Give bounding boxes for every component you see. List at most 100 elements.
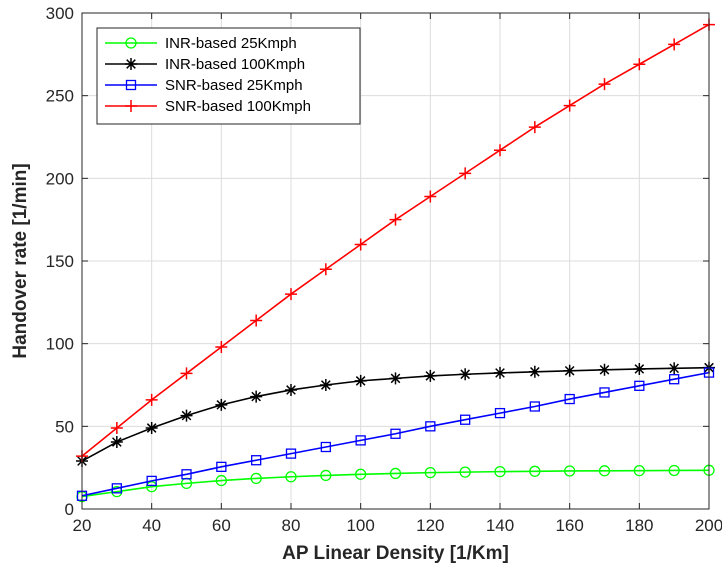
data-point-circle [320, 469, 332, 482]
data-point-asterisk [494, 366, 506, 379]
x-tick-label: 200 [695, 516, 722, 535]
data-point-asterisk [250, 390, 263, 403]
data-point-asterisk [668, 362, 681, 375]
data-point-plus [494, 144, 506, 157]
x-tick-label: 100 [346, 516, 374, 535]
data-point-plus [459, 167, 472, 180]
data-point-plus [319, 263, 332, 276]
data-point-square [564, 393, 575, 405]
data-point-square [529, 401, 540, 412]
data-point-square [285, 448, 297, 459]
data-point-circle [633, 464, 645, 477]
data-point-square [599, 387, 610, 398]
x-tick-label: 80 [282, 516, 301, 535]
data-point-square [669, 374, 680, 385]
data-point-asterisk [285, 383, 297, 396]
data-point-asterisk [110, 436, 123, 449]
data-point-square [216, 461, 227, 472]
x-tick-label: 120 [416, 516, 444, 535]
data-point-square [320, 441, 331, 453]
data-point-square [425, 421, 436, 432]
y-tick-label: 100 [46, 335, 74, 354]
legend-label: INR-based 25Kmph [165, 35, 297, 52]
data-point-circle [494, 465, 506, 478]
legend-box [96, 27, 361, 125]
data-point-asterisk [145, 421, 158, 434]
legend-item: INR-based 25Kmph [105, 35, 297, 52]
y-axis-title: Handover rate [1/min] [10, 163, 31, 358]
data-point-circle [668, 464, 680, 477]
data-point-circle [598, 465, 611, 477]
data-point-plus [250, 314, 263, 327]
y-tick-label: 150 [46, 252, 74, 271]
data-point-circle [424, 466, 436, 479]
data-point-plus [354, 238, 367, 251]
legend-item: INR-based 100Kmph [105, 56, 305, 73]
data-point-asterisk [389, 372, 402, 385]
x-tick-label: 140 [486, 516, 514, 535]
y-tick-label: 50 [55, 417, 74, 436]
data-point-plus [598, 78, 611, 91]
data-point-asterisk [354, 374, 367, 387]
y-tick-label: 250 [46, 87, 74, 106]
legend-item: SNR-based 25Kmph [105, 77, 303, 94]
data-point-circle [564, 465, 576, 477]
data-point-square [494, 407, 506, 419]
data-point-square [181, 469, 192, 480]
data-point-asterisk [180, 409, 193, 422]
data-point-circle [215, 474, 227, 487]
data-point-plus [668, 38, 681, 51]
data-point-asterisk [424, 369, 437, 382]
legend-label: SNR-based 25Kmph [165, 77, 303, 94]
x-tick-label: 60 [212, 516, 231, 535]
data-point-plus [563, 99, 576, 112]
axis-ticks: 20 40 60 80 100 120 140 160 180 200 0 50 100 150 200 25… [46, 4, 722, 535]
series-line [81, 371, 710, 497]
data-point-square [111, 483, 122, 494]
data-point-circle [355, 468, 367, 480]
data-point-asterisk [125, 58, 137, 70]
series-layer [76, 18, 715, 503]
legend: INR-based 25Kmph INR-based 100Kmph SNR-bas… [96, 27, 361, 125]
series-line [81, 469, 710, 498]
data-point-circle [459, 466, 471, 478]
data-point-square [251, 455, 262, 466]
data-point-plus [180, 367, 193, 380]
data-point-asterisk [319, 379, 332, 391]
data-point-circle [125, 37, 137, 49]
data-point-plus [110, 421, 123, 434]
data-point-circle [250, 472, 262, 485]
data-point-plus [633, 58, 646, 71]
data-point-asterisk [563, 364, 576, 377]
legend-label: INR-based 100Kmph [165, 56, 305, 73]
data-point-square [634, 380, 645, 391]
data-point-plus [285, 288, 297, 301]
x-tick-label: 180 [625, 516, 653, 535]
data-point-asterisk [459, 368, 472, 381]
data-point-square [390, 428, 401, 439]
x-tick-label: 20 [73, 516, 92, 535]
x-tick-label: 160 [555, 516, 583, 535]
legend-label: SNR-based 100Kmph [165, 98, 311, 115]
legend-item: SNR-based 100Kmph [105, 98, 311, 115]
data-point-circle [389, 467, 402, 480]
data-point-plus [215, 340, 228, 353]
data-point-circle [285, 471, 297, 483]
data-point-plus [145, 393, 158, 406]
data-point-square [355, 435, 366, 446]
x-tick-label: 40 [142, 516, 161, 535]
data-point-asterisk [633, 362, 646, 375]
data-point-asterisk [215, 398, 228, 411]
data-point-plus [125, 100, 137, 112]
data-point-square [125, 79, 137, 91]
data-point-plus [424, 190, 437, 203]
data-point-asterisk [598, 363, 611, 376]
data-point-plus [389, 213, 402, 226]
y-tick-label: 200 [46, 169, 74, 188]
y-tick-label: 0 [65, 500, 74, 519]
data-point-plus [528, 121, 541, 134]
data-point-circle [529, 465, 541, 477]
x-axis-title: AP Linear Density [1/Km] [282, 543, 509, 564]
data-point-asterisk [528, 365, 541, 378]
